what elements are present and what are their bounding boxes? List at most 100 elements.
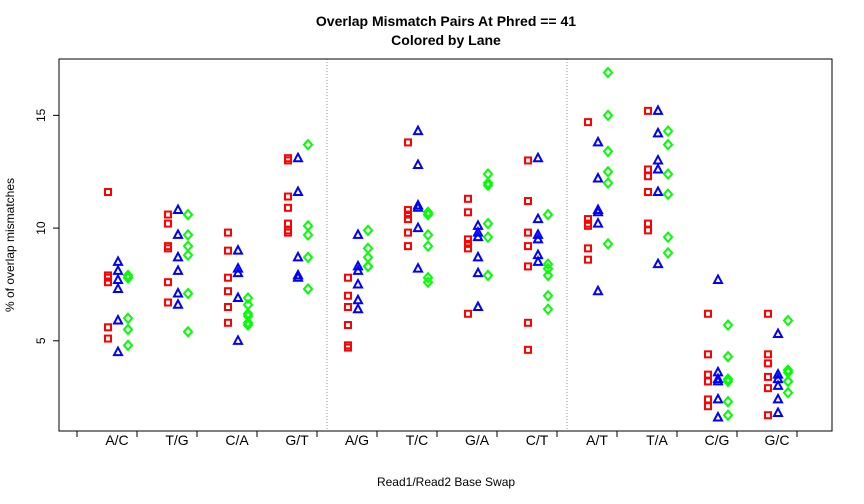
square-point: [644, 106, 652, 115]
triangle-point: [592, 205, 604, 217]
diamond-point: [542, 303, 554, 316]
triangle-point: [592, 135, 604, 147]
diamond-point: [722, 319, 734, 332]
x-tick-label: C/T: [526, 432, 549, 448]
diamond-point: [122, 339, 134, 352]
triangle-point: [292, 185, 304, 197]
square-point: [644, 219, 652, 228]
diamond-point: [422, 206, 434, 219]
triangle-point: [712, 392, 724, 404]
square-point: [224, 228, 232, 237]
diamond-point: [182, 325, 194, 338]
diamond-point: [782, 364, 794, 377]
triangle-point: [292, 250, 304, 262]
diamond-point: [302, 251, 314, 264]
diamond-point: [242, 291, 254, 304]
diamond-point: [182, 249, 194, 262]
triangle-point: [412, 158, 424, 169]
y-axis: 5 10 15: [34, 108, 59, 344]
square-point: [404, 242, 412, 251]
diamond-point: [542, 289, 554, 302]
square-point: [104, 278, 112, 287]
square-point: [164, 298, 172, 307]
triangle-point: [772, 406, 784, 417]
diamond-point: [662, 231, 674, 244]
x-tick-label: G/T: [285, 432, 309, 448]
x-tick-label: T/G: [165, 432, 188, 448]
square-point: [464, 244, 472, 253]
x-tick-label: C/G: [705, 432, 730, 448]
diamond-point: [302, 228, 314, 241]
triangle-point: [712, 372, 724, 384]
square-point: [224, 273, 232, 282]
triangle-point: [352, 277, 364, 289]
triangle-point: [172, 228, 184, 239]
square-point: [224, 287, 232, 296]
triangle-point: [412, 198, 424, 210]
square-point: [524, 318, 532, 327]
triangle-point: [112, 282, 124, 293]
triangle-point: [232, 291, 244, 302]
triangle-point: [532, 255, 544, 266]
diamond-point: [422, 208, 434, 221]
square-point: [704, 309, 712, 318]
square-point: [464, 208, 472, 217]
diamond-point: [422, 240, 434, 253]
diamond-point: [122, 323, 134, 336]
triangle-point: [352, 228, 364, 239]
triangle-point: [172, 250, 184, 262]
square-point: [704, 350, 712, 359]
triangle-point: [592, 284, 604, 296]
triangle-point: [772, 368, 784, 379]
square-point: [764, 384, 772, 393]
square-point: [284, 192, 292, 201]
diamond-point: [722, 395, 734, 408]
x-tick-label: A/G: [345, 432, 369, 448]
square-point: [524, 228, 532, 237]
diamond-point: [302, 138, 314, 151]
y-tick-label: 10: [34, 221, 48, 235]
diamond-point: [602, 237, 614, 250]
triangle-point: [232, 262, 244, 273]
square-point: [464, 309, 472, 318]
diamond-point: [542, 208, 554, 221]
diamond-point: [662, 167, 674, 180]
triangle-point: [112, 345, 124, 357]
square-point: [224, 303, 232, 311]
chart-title: Overlap Mismatch Pairs At Phred == 41: [316, 13, 576, 29]
triangle-point: [652, 162, 664, 174]
square-point: [164, 244, 172, 253]
square-point: [584, 255, 592, 264]
diamond-point: [542, 269, 554, 282]
square-point: [644, 226, 652, 235]
diamond-point: [782, 314, 794, 327]
square-point: [524, 197, 532, 206]
diamond-point: [122, 312, 134, 325]
square-point: [284, 154, 292, 163]
diamond-point: [542, 258, 554, 271]
square-point: [104, 323, 112, 332]
triangle-point: [712, 410, 724, 422]
triangle-point: [532, 151, 544, 163]
triangle-point: [172, 203, 184, 215]
diamond-point: [182, 228, 194, 241]
square-point: [704, 370, 712, 379]
square-point: [524, 345, 532, 354]
diamond-point: [182, 287, 194, 300]
square-point: [344, 291, 352, 300]
triangle-point: [472, 230, 484, 242]
square-point: [404, 206, 412, 215]
x-tick-label: G/C: [765, 432, 790, 448]
triangle-point: [352, 302, 364, 314]
diamond-point: [542, 262, 554, 275]
diamond-point: [242, 319, 254, 332]
square-point: [284, 228, 292, 237]
diamond-point: [782, 375, 794, 388]
triangle-point: [652, 126, 664, 138]
y-axis-label: % of overlap mismatches: [3, 178, 17, 312]
data-points: [104, 66, 794, 422]
diamond-point: [242, 316, 254, 329]
triangle-point: [352, 259, 364, 271]
triangle-point: [772, 392, 784, 404]
